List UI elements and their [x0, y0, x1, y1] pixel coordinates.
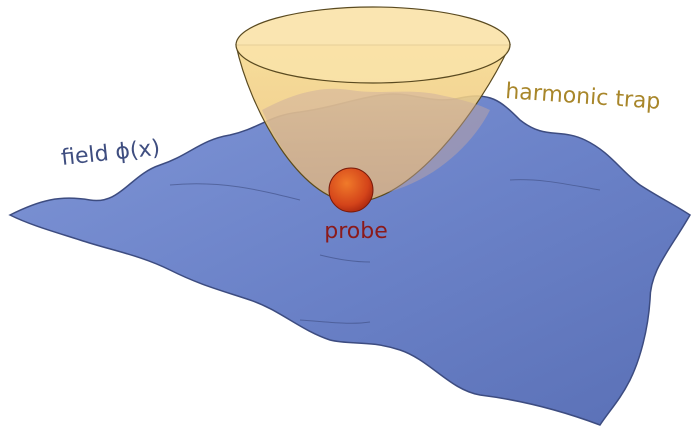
field-surface — [8, 93, 691, 426]
trap-label: harmonic trap — [505, 79, 662, 115]
probe-label: probe — [324, 219, 388, 244]
surface-ripples — [169, 179, 601, 324]
probe — [328, 167, 374, 213]
field-label: field ϕ(x) — [60, 136, 161, 171]
trap-field-inside — [262, 88, 490, 198]
trap-rim — [235, 6, 511, 84]
